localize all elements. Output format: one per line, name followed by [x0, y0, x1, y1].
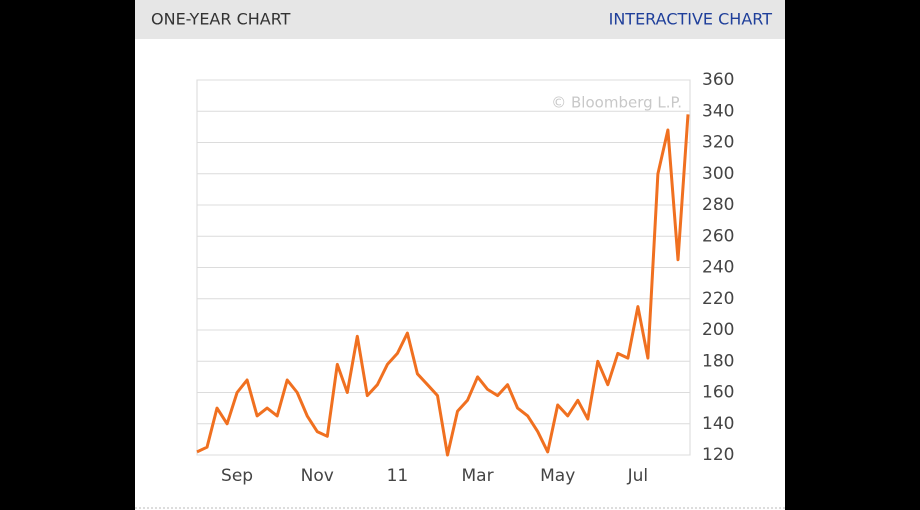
- y-tick-label: 280: [702, 195, 734, 215]
- credit: © Bloomberg L.P.: [551, 94, 682, 112]
- y-tick-label: 340: [702, 101, 734, 121]
- header-bar: [135, 0, 785, 39]
- y-tick-label: 320: [702, 133, 734, 153]
- y-tick-label: 360: [702, 70, 734, 90]
- y-tick-label: 160: [702, 383, 734, 403]
- y-tick-label: 220: [702, 289, 734, 309]
- x-tick-label: Mar: [462, 466, 494, 486]
- y-tick-label: 260: [702, 226, 734, 246]
- y-tick-label: 120: [702, 445, 734, 465]
- y-tick-label: 140: [702, 414, 734, 434]
- y-tick-label: 180: [702, 351, 734, 371]
- x-tick-label: May: [540, 466, 575, 486]
- x-tick-label: Jul: [627, 466, 649, 486]
- y-tick-label: 300: [702, 164, 734, 184]
- x-tick-label: 11: [387, 466, 409, 486]
- header-title: ONE-YEAR CHART: [151, 10, 291, 29]
- y-tick-label: 240: [702, 258, 734, 278]
- y-tick-label: 200: [702, 320, 734, 340]
- panel: [135, 0, 785, 510]
- x-tick-label: Nov: [301, 466, 334, 486]
- x-tick-label: Sep: [221, 466, 253, 486]
- price-line: [196, 114, 690, 457]
- interactive-chart-link[interactable]: INTERACTIVE CHART: [609, 10, 773, 29]
